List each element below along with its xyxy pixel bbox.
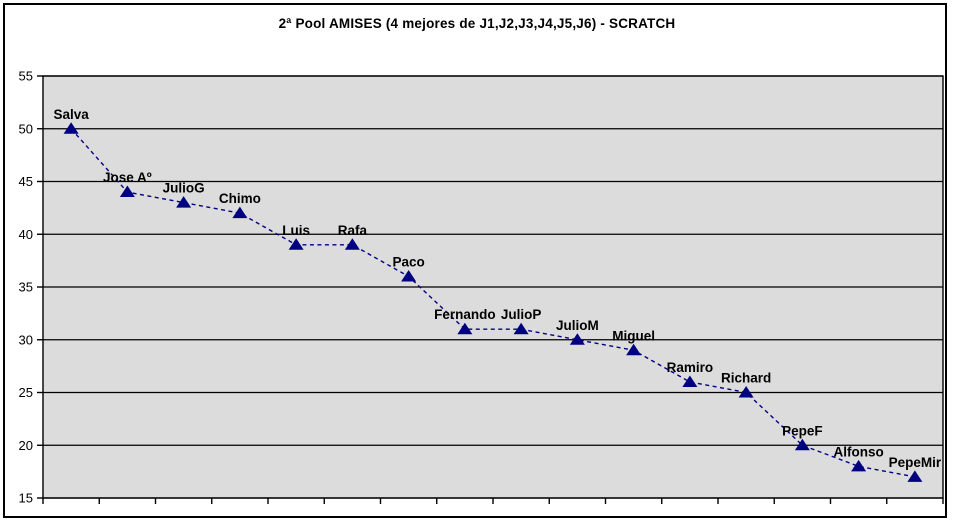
data-point-marker	[344, 238, 360, 250]
data-point-label: JulioP	[501, 307, 542, 322]
data-point-marker	[626, 343, 642, 356]
data-point-marker	[457, 322, 473, 335]
data-point-label: PepeMir	[889, 455, 942, 470]
data-point-label: Chimo	[219, 191, 261, 206]
data-point-marker	[288, 238, 304, 250]
y-axis-label: 45	[19, 174, 33, 189]
data-point-label: Alfonso	[834, 444, 884, 459]
data-point-label: JulioM	[556, 318, 599, 333]
data-point-label: Paco	[392, 254, 424, 269]
data-point-label: Salva	[53, 107, 89, 122]
data-point-marker	[682, 375, 698, 387]
data-point-marker	[119, 185, 135, 198]
y-axis-label: 35	[19, 280, 33, 295]
data-point-marker	[401, 269, 417, 282]
data-point-label: Rafa	[338, 223, 368, 238]
y-axis-label: 15	[19, 491, 33, 506]
data-point-label: Miguel	[612, 328, 655, 343]
data-labels-layer: Salva Jose Aº JulioG Chimo Luis Rafa Paco Ferna…	[53, 107, 941, 470]
y-axis-label: 40	[19, 227, 33, 242]
data-point-label: PepeF	[782, 423, 823, 438]
data-point-label: Luis	[282, 223, 310, 238]
y-axis-label: 20	[19, 438, 33, 453]
y-axis-label: 25	[19, 385, 33, 400]
data-point-marker	[907, 470, 923, 482]
data-point-marker	[569, 333, 585, 345]
data-point-label: JulioG	[163, 181, 205, 196]
y-axis-label: 55	[19, 69, 33, 84]
data-point-label: Fernando	[434, 307, 496, 322]
data-point-marker	[63, 122, 79, 134]
y-axis-label: 30	[19, 332, 33, 347]
data-point-label: Richard	[721, 371, 771, 386]
y-axis-label: 50	[19, 121, 33, 136]
chart-title: 2ª Pool AMISES (4 mejores de J1,J2,J3,J4…	[278, 16, 676, 31]
data-point-marker	[738, 386, 754, 398]
data-point-label: Ramiro	[667, 360, 714, 375]
data-point-marker	[176, 196, 192, 208]
data-point-marker	[851, 459, 867, 472]
series-line	[70, 128, 916, 478]
data-point-label: Jose Aº	[103, 170, 152, 185]
data-point-marker	[513, 322, 529, 335]
data-point-marker	[232, 206, 248, 219]
data-point-marker	[794, 438, 810, 451]
